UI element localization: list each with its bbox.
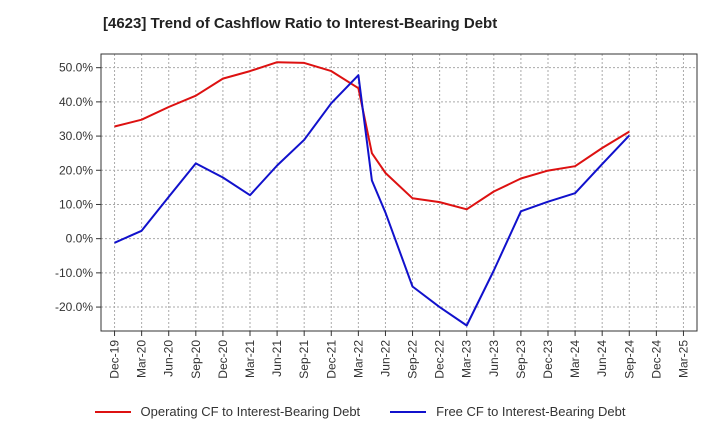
axes: [96, 53, 698, 336]
x-tick-label: Mar-20: [135, 340, 149, 378]
series-lines: [114, 61, 631, 327]
x-tick-label: Sep-22: [406, 340, 420, 379]
x-tick-label: Mar-24: [568, 340, 582, 378]
legend-item-free: Free CF to Interest-Bearing Debt: [390, 404, 625, 419]
y-tick-label: 10.0%: [59, 197, 93, 211]
tick-labels: 50.0% 40.0% 30.0% 20.0% 10.0% 0.0% -10.0% -20.0…: [55, 61, 690, 379]
x-tick-label: Sep-23: [514, 340, 528, 379]
legend-label-free: Free CF to Interest-Bearing Debt: [436, 404, 626, 419]
x-tick-label: Jun-21: [270, 340, 284, 377]
series-line-operating-cf: [114, 61, 630, 211]
series-line-free-cf: [114, 74, 631, 327]
x-tick-label: Sep-21: [297, 340, 311, 379]
x-tick-label: Mar-23: [460, 340, 474, 378]
y-tick-label: 20.0%: [59, 163, 93, 177]
legend: Operating CF to Interest-Bearing Debt Fr…: [0, 404, 720, 419]
x-tick-label: Dec-24: [649, 340, 663, 379]
y-tick-label: 0.0%: [66, 232, 94, 246]
x-tick-label: Dec-20: [216, 340, 230, 379]
x-tick-label: Mar-21: [243, 340, 257, 378]
x-tick-label: Dec-19: [108, 340, 122, 379]
plot-frame: [100, 53, 698, 332]
x-tick-label: Jun-22: [378, 340, 392, 377]
x-tick-label: Sep-20: [189, 340, 203, 379]
y-tick-label: -20.0%: [55, 300, 93, 314]
x-tick-label: Sep-24: [622, 340, 636, 379]
y-tick-label: 30.0%: [59, 129, 93, 143]
x-tick-label: Mar-25: [676, 340, 690, 378]
x-tick-label: Dec-23: [541, 340, 555, 379]
chart-title: [4623] Trend of Cashflow Ratio to Intere…: [103, 15, 498, 32]
legend-swatch-free: [390, 410, 427, 413]
legend-swatch-operating: [94, 410, 131, 413]
x-tick-label: Jun-20: [162, 340, 176, 377]
x-tick-label: Mar-22: [351, 340, 365, 378]
legend-item-operating: Operating CF to Interest-Bearing Debt: [94, 404, 361, 419]
y-tick-label: -10.0%: [55, 266, 93, 280]
x-tick-label: Jun-23: [487, 340, 501, 377]
x-tick-label: Jun-24: [595, 340, 609, 377]
x-tick-label: Dec-22: [433, 340, 447, 379]
plot-area-background: [101, 54, 697, 331]
y-tick-label: 40.0%: [59, 95, 93, 109]
x-tick-label: Dec-21: [324, 340, 338, 379]
y-tick-label: 50.0%: [59, 61, 93, 75]
legend-label-operating: Operating CF to Interest-Bearing Debt: [140, 404, 361, 419]
